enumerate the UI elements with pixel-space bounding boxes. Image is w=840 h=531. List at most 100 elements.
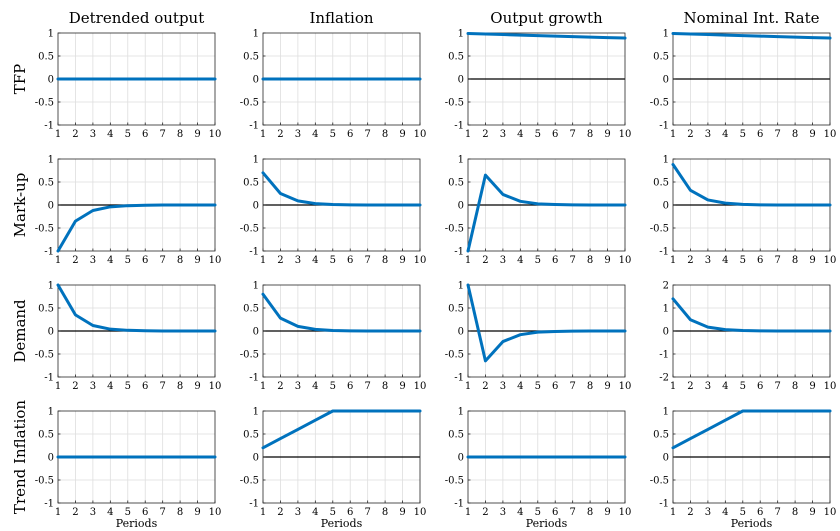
x-tick-label: 1 <box>465 255 471 266</box>
column-title-detrended-output: Detrended output <box>69 9 205 27</box>
x-tick-label: 3 <box>705 381 711 392</box>
y-tick-label: 2 <box>663 281 669 292</box>
x-tick-label: 8 <box>382 255 388 266</box>
x-tick-label: 8 <box>587 381 593 392</box>
x-tick-label: 6 <box>552 381 558 392</box>
y-tick-label: 1 <box>48 281 54 292</box>
x-tick-label: 9 <box>604 381 610 392</box>
panel-mark-up-detrended-output: -1-0.500.511 2 3 4 5 6 7 8 9 10 <box>35 155 222 267</box>
x-tick-label: 7 <box>159 507 165 518</box>
x-tick-label: 6 <box>552 255 558 266</box>
x-tick-label: 3 <box>90 129 96 140</box>
y-tick-label: 0 <box>48 453 54 464</box>
x-tick-label: 3 <box>90 255 96 266</box>
x-tick-label: 3 <box>295 381 301 392</box>
y-tick-label: 1 <box>663 304 669 315</box>
x-tick-label: 4 <box>107 507 113 518</box>
x-tick-label: 8 <box>177 129 183 140</box>
x-tick-label: 1 <box>55 507 61 518</box>
x-tick-label: 1 <box>670 507 676 518</box>
series-line <box>56 203 217 253</box>
y-tick-label: 1 <box>48 155 54 166</box>
x-tick-label: 3 <box>90 507 96 518</box>
y-tick-label: 0 <box>663 327 669 338</box>
y-tick-label: 0.5 <box>448 52 464 63</box>
x-tick-label: 7 <box>364 255 370 266</box>
x-tick-label: 4 <box>517 381 523 392</box>
y-tick-label: -0.5 <box>240 476 259 487</box>
x-tick-label: 9 <box>194 255 200 266</box>
x-tick-label: 1 <box>55 381 61 392</box>
x-tick-label: 6 <box>757 129 763 140</box>
x-tick-label: 8 <box>177 507 183 518</box>
x-tick-label: 10 <box>824 129 837 140</box>
panel-mark-up-inflation: -1-0.500.511 2 3 4 5 6 7 8 9 10 <box>240 155 427 267</box>
x-tick-label: 7 <box>159 381 165 392</box>
y-tick-label: -0.5 <box>445 98 464 109</box>
x-tick-label: 7 <box>159 255 165 266</box>
y-tick-label: 1 <box>253 281 259 292</box>
x-tick-label: 9 <box>809 255 815 266</box>
panel-mark-up-nominal-int-rate: -1-0.500.511 2 3 4 5 6 7 8 9 10 <box>650 155 837 267</box>
x-tick-label: 8 <box>587 129 593 140</box>
x-tick-label: 4 <box>517 255 523 266</box>
panel-demand-inflation: -1-0.500.511 2 3 4 5 6 7 8 9 10 <box>240 281 427 393</box>
x-tick-label: 5 <box>535 255 541 266</box>
x-tick-label: 10 <box>619 255 632 266</box>
y-tick-label: 0 <box>48 327 54 338</box>
series-line <box>261 409 422 450</box>
x-tick-label: 5 <box>330 255 336 266</box>
x-tick-label: 7 <box>774 381 780 392</box>
y-tick-label: 0.5 <box>448 430 464 441</box>
x-tick-label: 3 <box>295 129 301 140</box>
panel-tfp-inflation: -1-0.500.511 2 3 4 5 6 7 8 9 10 <box>240 29 427 141</box>
x-tick-label: 9 <box>194 507 200 518</box>
x-tick-label: 1 <box>670 381 676 392</box>
x-tick-label: 10 <box>209 255 222 266</box>
x-tick-label: 9 <box>399 507 405 518</box>
x-tick-label: 10 <box>619 381 632 392</box>
y-tick-label: -1 <box>44 121 54 132</box>
y-tick-label: 0.5 <box>243 430 259 441</box>
x-tick-label: 6 <box>757 381 763 392</box>
y-tick-label: -1 <box>659 499 669 510</box>
y-tick-label: -1 <box>44 499 54 510</box>
x-tick-label: 2 <box>482 129 488 140</box>
x-tick-label: 6 <box>347 381 353 392</box>
x-tick-label: 1 <box>465 507 471 518</box>
y-tick-label: 1 <box>663 407 669 418</box>
x-tick-label: 1 <box>465 129 471 140</box>
y-tick-label: -1 <box>659 121 669 132</box>
y-tick-label: -1 <box>454 373 464 384</box>
x-tick-label: 4 <box>722 129 728 140</box>
y-tick-label: 0 <box>663 201 669 212</box>
y-tick-label: -0.5 <box>240 98 259 109</box>
y-tick-label: -0.5 <box>650 98 669 109</box>
y-tick-label: -0.5 <box>445 224 464 235</box>
y-tick-label: -0.5 <box>650 476 669 487</box>
x-tick-label: 6 <box>142 129 148 140</box>
x-tick-label: 10 <box>209 507 222 518</box>
x-tick-label: 10 <box>619 507 632 518</box>
x-tick-label: 5 <box>740 381 746 392</box>
panel-tfp-nominal-int-rate: -1-0.500.511 2 3 4 5 6 7 8 9 10 <box>650 29 837 141</box>
y-tick-label: -1 <box>249 247 259 258</box>
x-tick-label: 6 <box>552 507 558 518</box>
x-tick-label: 8 <box>792 507 798 518</box>
x-tick-label: 1 <box>260 255 266 266</box>
x-tick-label: 5 <box>535 129 541 140</box>
y-tick-label: 1 <box>458 29 464 40</box>
y-tick-label: -0.5 <box>35 98 54 109</box>
x-tick-label: 6 <box>347 255 353 266</box>
x-tick-label: 8 <box>177 381 183 392</box>
y-tick-label: -1 <box>454 121 464 132</box>
x-tick-label: 7 <box>159 129 165 140</box>
x-tick-label: 7 <box>569 255 575 266</box>
x-tick-label: 3 <box>500 255 506 266</box>
x-tick-label: 8 <box>792 129 798 140</box>
x-tick-label: 10 <box>209 381 222 392</box>
x-tick-label: 1 <box>670 255 676 266</box>
y-tick-label: -0.5 <box>240 350 259 361</box>
